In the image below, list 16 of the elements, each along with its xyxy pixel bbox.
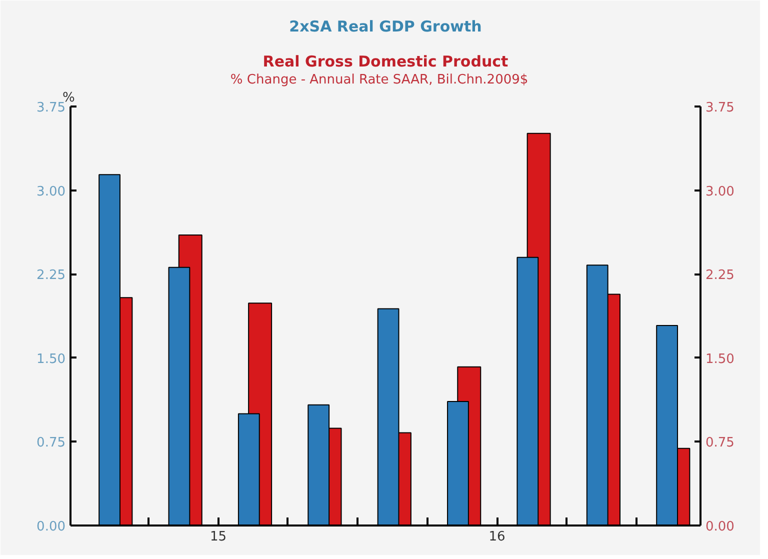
text: % Change - Annual Rate SAAR, Bil.Chn.2009$ xyxy=(230,72,528,88)
y2-tick-label: 0.75 xyxy=(706,436,734,451)
y-tick-label: 2.25 xyxy=(36,268,66,284)
y2-tick-label: 3.00 xyxy=(706,184,734,200)
y2-tick-label: 2.25 xyxy=(706,268,734,284)
y-tick-label: 0.00 xyxy=(36,520,66,534)
chart-title: 2xSA Real GDP Growth xyxy=(289,18,482,36)
chart-subtitle: Real Gross Domestic Product xyxy=(262,52,508,70)
y2-tick-label: 3.75 xyxy=(706,100,734,116)
y-tick-label: 1.50 xyxy=(36,352,66,367)
x-tick-label: 16 xyxy=(488,530,506,544)
y-tick-label: 0.75 xyxy=(36,436,66,451)
y2-tick-label: 1.50 xyxy=(706,352,734,367)
y2-tick-label: 0.00 xyxy=(706,520,734,534)
x-tick-label: 15 xyxy=(210,530,227,544)
y-tick-label: 3.00 xyxy=(36,184,66,200)
